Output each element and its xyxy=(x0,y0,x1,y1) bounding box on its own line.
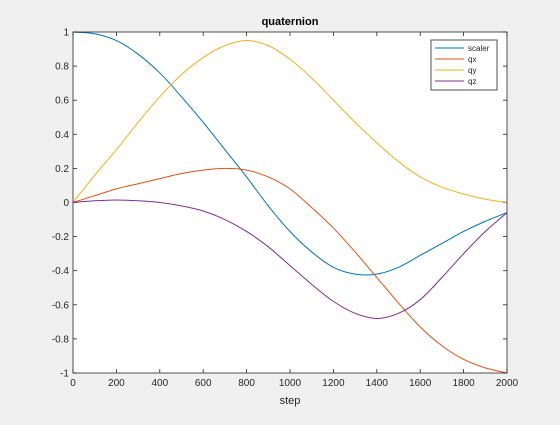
series-line-qx xyxy=(72,167,508,374)
chart-title: quaternion xyxy=(262,16,319,28)
x-axis-label: step xyxy=(280,395,301,407)
y-tick-label: -1 xyxy=(60,369,69,380)
y-tick-label: -0.6 xyxy=(52,300,70,311)
series-line-qz xyxy=(72,199,508,319)
x-tick-label: 1600 xyxy=(409,378,432,389)
x-tick-label: 1800 xyxy=(452,378,475,389)
y-tick-label: 0.8 xyxy=(55,62,69,73)
plot-frame xyxy=(72,31,508,374)
y-tick-label: -0.2 xyxy=(52,232,70,243)
legend: scaler qx qy qz xyxy=(430,39,498,91)
x-tick-label: 2000 xyxy=(496,378,519,389)
y-tick-label: -0.8 xyxy=(52,334,70,345)
legend-label-qx: qx xyxy=(468,55,476,64)
x-tick-label: 200 xyxy=(108,378,125,389)
legend-label-qz: qz xyxy=(468,77,476,86)
y-tick-label: 1 xyxy=(63,28,69,39)
series-lines xyxy=(72,31,508,374)
x-tick-label: 0 xyxy=(70,378,76,389)
y-tick-label: -0.4 xyxy=(52,266,70,277)
y-tick-label: 0 xyxy=(63,198,69,209)
x-tick-label: 600 xyxy=(195,378,212,389)
y-tick-label: 0.4 xyxy=(55,130,69,141)
legend-label-qy: qy xyxy=(468,66,476,75)
y-tick-label: 0.2 xyxy=(55,164,69,175)
x-tick-label: 800 xyxy=(238,378,255,389)
legend-label-scaler: scaler xyxy=(468,44,490,53)
series-line-qy xyxy=(72,40,508,203)
axis-ticks: 0 200 400 600 800 1000 1200 1400 1600 1800 2000 -1 -… xyxy=(52,28,519,390)
y-tick-label: 0.6 xyxy=(55,96,69,107)
x-tick-label: 1000 xyxy=(279,378,302,389)
x-tick-label: 1400 xyxy=(366,378,389,389)
series-line-scaler xyxy=(72,31,508,276)
x-tick-label: 400 xyxy=(151,378,168,389)
x-tick-label: 1200 xyxy=(322,378,345,389)
